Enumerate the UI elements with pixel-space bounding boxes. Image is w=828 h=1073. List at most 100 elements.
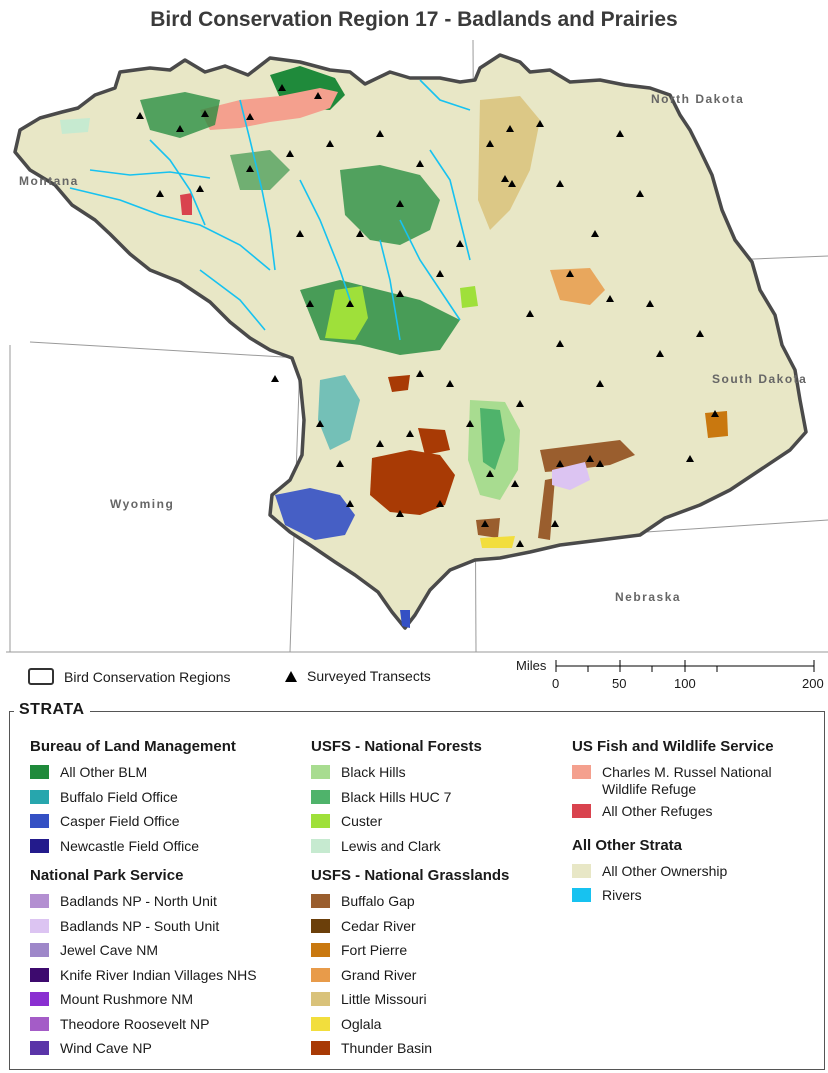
legend-item-label: Black Hills HUC 7 (341, 788, 452, 805)
group-title: All Other Strata (572, 836, 683, 854)
legend-item: Fort Pierre (311, 942, 561, 967)
strata-column-1: Bureau of Land Management All Other BLM … (30, 738, 300, 1065)
legend-item-label: Custer (341, 813, 383, 829)
strata-heading: STRATA (14, 701, 90, 719)
swatch-icon (30, 814, 49, 828)
legend-item: All Other BLM (30, 764, 300, 789)
legend-item: All Other Refuges (572, 803, 812, 828)
swatch-icon (311, 992, 330, 1006)
legend-item: Thunder Basin (311, 1040, 561, 1065)
legend-transects: Surveyed Transects (285, 668, 431, 684)
group-title: USFS - National Grasslands (311, 867, 510, 884)
swatch-icon (30, 1041, 49, 1055)
legend-item-label: All Other Ownership (602, 862, 728, 879)
group-title: USFS - National Forests (311, 738, 482, 755)
legend-item: Rivers (572, 887, 812, 912)
swatch-icon (311, 1016, 330, 1031)
legend-bcr-label: Bird Conservation Regions (64, 668, 231, 685)
map (6, 39, 828, 653)
swatch-icon (311, 967, 330, 982)
group-title: US Fish and Wildlife Service (572, 738, 774, 755)
state-label-north-dakota: North Dakota (651, 92, 745, 106)
swatch-icon (311, 1041, 330, 1055)
swatch-icon (311, 814, 330, 828)
legend-item: Theodore Roosevelt NP (30, 1016, 300, 1041)
legend-item-label: Knife River Indian Villages NHS (60, 966, 257, 983)
swatch-icon (311, 918, 330, 933)
legend-item: Little Missouri (311, 991, 561, 1016)
state-label-montana: Montana (19, 174, 79, 188)
swatch-icon (30, 789, 49, 804)
legend-item-label: Theodore Roosevelt NP (60, 1015, 210, 1032)
legend-item-label: Mount Rushmore NM (60, 991, 194, 1007)
legend-item: Buffalo Gap (311, 893, 561, 918)
legend-item: Black Hills (311, 764, 561, 789)
legend-bcr: Bird Conservation Regions (28, 668, 231, 685)
scale-bar: Miles 0 50 100 200 (516, 656, 824, 696)
legend-item: Casper Field Office (30, 813, 300, 838)
legend-item: Cedar River (311, 918, 561, 943)
strata-column-2: USFS - National Forests Black Hills Blac… (311, 738, 561, 1065)
legend-item-label: Badlands NP - North Unit (60, 893, 217, 909)
legend-item: Grand River (311, 967, 561, 992)
swatch-icon (572, 863, 591, 878)
legend-item-label: Oglala (341, 1015, 382, 1032)
triangle-icon (285, 670, 297, 682)
map-title: Bird Conservation Region 17 - Badlands a… (150, 8, 678, 31)
scale-ticks (555, 660, 815, 672)
swatch-icon (30, 838, 49, 853)
legend-item-label: Black Hills (341, 764, 406, 780)
strata-legend (9, 711, 825, 1070)
scale-label-0: 0 (552, 676, 560, 691)
group-title: National Park Service (30, 867, 184, 884)
legend-item-label: All Other BLM (60, 764, 148, 780)
legend-item-label: Grand River (341, 966, 417, 983)
legend-item: Newcastle Field Office (30, 838, 300, 863)
legend-item-label: Rivers (602, 887, 642, 903)
strata-column-3: US Fish and Wildlife Service Charles M. … (572, 738, 812, 912)
swatch-icon (311, 943, 330, 957)
legend-item: Custer (311, 813, 561, 838)
state-label-nebraska: Nebraska (615, 590, 682, 604)
scale-label-50: 50 (612, 676, 627, 691)
legend-item: All Other Ownership (572, 863, 812, 888)
swatch-icon (311, 789, 330, 804)
legend-item: Buffalo Field Office (30, 789, 300, 814)
swatch-icon (30, 894, 49, 908)
legend-item: Wind Cave NP (30, 1040, 300, 1065)
scale-label-200: 200 (802, 676, 824, 691)
legend-item-label: Badlands NP - South Unit (60, 917, 220, 934)
legend-item: Knife River Indian Villages NHS (30, 967, 300, 992)
swatch-icon (572, 765, 591, 779)
legend-item-label: Thunder Basin (341, 1040, 433, 1056)
swatch-icon (572, 804, 591, 818)
legend-item-label: Little Missouri (341, 991, 427, 1007)
swatch-icon (30, 967, 49, 982)
legend-item-label: Cedar River (341, 917, 416, 934)
swatch-icon (30, 765, 49, 779)
legend-item-label: Wind Cave NP (60, 1040, 152, 1056)
state-label-south-dakota: South Dakota (712, 372, 808, 386)
legend-item: Mount Rushmore NM (30, 991, 300, 1016)
scale-unit: Miles (516, 658, 547, 673)
swatch-icon (30, 943, 49, 957)
legend-item: Badlands NP - South Unit (30, 918, 300, 943)
legend-item-label: Casper Field Office (60, 813, 180, 829)
legend-item-label: Lewis and Clark (341, 837, 441, 854)
swatch-icon (30, 1016, 49, 1031)
legend-item: Oglala (311, 1016, 561, 1041)
legend-item-label: Charles M. Russel National Wildlife Refu… (602, 764, 772, 797)
legend-item: Lewis and Clark (311, 838, 561, 863)
legend-item: Charles M. Russel National Wildlife Refu… (572, 764, 812, 803)
legend-transects-label: Surveyed Transects (307, 668, 431, 684)
legend-item-label: All Other Refuges (602, 803, 713, 819)
state-label-wyoming: Wyoming (110, 497, 175, 511)
swatch-icon (311, 838, 330, 853)
bcr-outline-icon (28, 668, 54, 685)
swatch-icon (30, 992, 49, 1006)
swatch-icon (572, 888, 591, 902)
group-title: Bureau of Land Management (30, 738, 236, 755)
swatch-icon (30, 918, 49, 933)
legend-item-label: Newcastle Field Office (60, 837, 200, 854)
swatch-icon (311, 765, 330, 779)
